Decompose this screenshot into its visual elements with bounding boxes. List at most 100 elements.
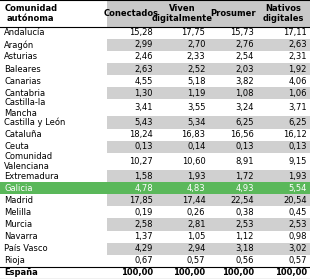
Bar: [156, 194, 209, 206]
Bar: [107, 51, 156, 63]
Text: España: España: [4, 268, 38, 277]
Bar: [257, 87, 310, 99]
Bar: [107, 218, 156, 230]
Bar: [107, 0, 156, 27]
Bar: [257, 194, 310, 206]
Bar: [257, 75, 310, 87]
Bar: [107, 153, 156, 170]
Bar: [156, 206, 209, 218]
Text: 1,37: 1,37: [134, 232, 153, 241]
Bar: [257, 141, 310, 153]
Text: 0,13: 0,13: [135, 142, 153, 151]
Text: 0,26: 0,26: [187, 208, 206, 217]
Text: 2,70: 2,70: [187, 40, 206, 49]
Bar: [0, 267, 107, 279]
Bar: [107, 116, 156, 129]
Text: 1,58: 1,58: [135, 172, 153, 181]
Text: Comunidad
Valenciana: Comunidad Valenciana: [4, 152, 52, 171]
Text: 3,71: 3,71: [288, 104, 307, 112]
Text: Galicia: Galicia: [4, 184, 33, 193]
Bar: [257, 230, 310, 243]
Text: 2,31: 2,31: [288, 52, 307, 61]
Bar: [257, 129, 310, 141]
Text: 3,18: 3,18: [235, 244, 254, 253]
Bar: [156, 116, 209, 129]
Text: Andalucía: Andalucía: [4, 28, 46, 37]
Bar: [156, 75, 209, 87]
Bar: [257, 182, 310, 194]
Text: 0,57: 0,57: [187, 256, 206, 265]
Bar: [107, 141, 156, 153]
Text: 0,67: 0,67: [134, 256, 153, 265]
Bar: [209, 255, 257, 267]
Bar: [156, 182, 209, 194]
Bar: [156, 99, 209, 116]
Text: 0,45: 0,45: [288, 208, 307, 217]
Text: Aragón: Aragón: [4, 40, 34, 50]
Text: Murcia: Murcia: [4, 220, 33, 229]
Text: Castilla-la
Mancha: Castilla-la Mancha: [4, 98, 46, 117]
Text: País Vasco: País Vasco: [4, 244, 48, 253]
Text: 2,81: 2,81: [187, 220, 206, 229]
Bar: [107, 206, 156, 218]
Text: 17,85: 17,85: [129, 196, 153, 205]
Text: 2,94: 2,94: [187, 244, 206, 253]
Text: 1,19: 1,19: [187, 89, 206, 98]
Bar: [156, 267, 209, 279]
Text: 100,00: 100,00: [121, 268, 153, 277]
Bar: [257, 170, 310, 182]
Text: 1,12: 1,12: [235, 232, 254, 241]
Bar: [0, 87, 107, 99]
Bar: [209, 51, 257, 63]
Bar: [0, 170, 107, 182]
Text: 2,63: 2,63: [288, 40, 307, 49]
Bar: [107, 255, 156, 267]
Text: 2,46: 2,46: [135, 52, 153, 61]
Bar: [107, 63, 156, 75]
Bar: [257, 27, 310, 39]
Text: Nativos
digitales: Nativos digitales: [263, 4, 304, 23]
Text: 100,00: 100,00: [173, 268, 206, 277]
Bar: [209, 194, 257, 206]
Text: Ceuta: Ceuta: [4, 142, 29, 151]
Text: Rioja: Rioja: [4, 256, 25, 265]
Bar: [107, 99, 156, 116]
Bar: [156, 243, 209, 255]
Text: Conectados: Conectados: [104, 9, 159, 18]
Bar: [257, 0, 310, 27]
Bar: [0, 141, 107, 153]
Bar: [209, 153, 257, 170]
Text: 5,54: 5,54: [288, 184, 307, 193]
Bar: [107, 243, 156, 255]
Text: 4,93: 4,93: [235, 184, 254, 193]
Bar: [0, 194, 107, 206]
Bar: [107, 194, 156, 206]
Text: 2,58: 2,58: [135, 220, 153, 229]
Bar: [0, 129, 107, 141]
Bar: [209, 63, 257, 75]
Text: 0,38: 0,38: [235, 208, 254, 217]
Bar: [257, 255, 310, 267]
Text: 2,52: 2,52: [187, 64, 206, 73]
Text: 1,05: 1,05: [187, 232, 206, 241]
Text: Navarra: Navarra: [4, 232, 38, 241]
Bar: [156, 129, 209, 141]
Text: Canarias: Canarias: [4, 77, 41, 86]
Text: Cantabria: Cantabria: [4, 89, 45, 98]
Bar: [156, 218, 209, 230]
Text: 15,73: 15,73: [230, 28, 254, 37]
Text: Extremadura: Extremadura: [4, 172, 59, 181]
Bar: [156, 255, 209, 267]
Bar: [0, 218, 107, 230]
Bar: [209, 230, 257, 243]
Bar: [156, 39, 209, 51]
Bar: [0, 39, 107, 51]
Text: 20,54: 20,54: [283, 196, 307, 205]
Bar: [156, 141, 209, 153]
Text: 4,83: 4,83: [187, 184, 206, 193]
Text: Madrid: Madrid: [4, 196, 33, 205]
Text: 3,24: 3,24: [235, 104, 254, 112]
Bar: [209, 206, 257, 218]
Bar: [209, 182, 257, 194]
Text: 10,27: 10,27: [129, 157, 153, 166]
